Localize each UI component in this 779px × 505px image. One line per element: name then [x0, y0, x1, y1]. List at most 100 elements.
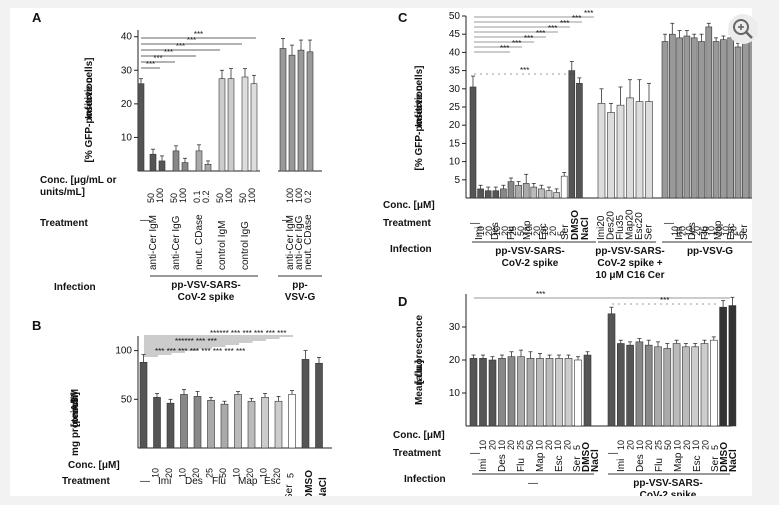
panel-c-conc-label: 20 — [677, 226, 687, 236]
panel-b-bar — [153, 397, 161, 449]
panel-c-significance: *** — [536, 29, 545, 38]
panel-d-conc-label: 10 — [691, 440, 701, 450]
panel-d-bar — [488, 359, 497, 427]
panel-d-bar — [635, 341, 644, 427]
panel-c-tick-label: 30 — [449, 84, 461, 95]
panel-c-treatment-label: Map — [522, 220, 533, 240]
panel-a-bar — [297, 49, 305, 172]
panel-b-conc-label: 20 — [272, 468, 282, 478]
panel-c-conc-label: 50 — [516, 226, 526, 236]
panel-c-bar — [749, 37, 756, 199]
panel-c-conc-label: 10 — [540, 226, 550, 236]
panel-d-treatment-label: DMSO — [719, 442, 730, 472]
panel-c-bar — [626, 97, 634, 199]
panel-c-treatment-dash: — — [470, 218, 480, 229]
panel-c-conc-label: 20 — [728, 226, 738, 236]
panel-a-conc-label: 50 — [146, 193, 156, 203]
panel-c-conc-label: 10 — [707, 226, 717, 236]
panel-a-conc-title: units/mL] — [40, 187, 85, 198]
panel-c-bar — [720, 39, 727, 199]
panel-a-bar — [250, 83, 258, 172]
panel-c-treatment-label: Imi — [674, 227, 685, 240]
panel-c-treatment-label: NaCl — [580, 217, 591, 240]
panel-c-treatment-title: Treatment — [383, 218, 431, 229]
panel-d-treatment-label: Ser — [572, 456, 583, 472]
panel-d-bar — [607, 313, 616, 427]
panel-d-bar — [654, 346, 662, 427]
panel-c-treatment-label: Des — [687, 222, 698, 240]
panel-d-infection-group-2: CoV-2 spike — [640, 490, 697, 496]
panel-b-treatment-title: Treatment — [62, 476, 110, 487]
panel-c-bar — [690, 37, 698, 199]
panel-c-tick-label: 5 — [454, 175, 460, 186]
panel-d-conc-label: 25 — [654, 440, 664, 450]
panel-c-conc-label: 5 — [556, 231, 566, 236]
panel-c-conc-label: 20 — [548, 226, 558, 236]
panel-d-conc-label: 10 — [534, 440, 544, 450]
panel-b-significance: *** *** *** *** *** *** *** *** — [155, 347, 245, 356]
panel-a-conc-label: 100 — [294, 188, 304, 203]
panel-a-treatment-label: neut. CDase — [303, 214, 314, 270]
panel-b-treatment-dash: — — [140, 476, 150, 487]
panel-label-c: C — [398, 10, 408, 25]
panel-d-conc-label: 10 — [635, 440, 645, 450]
panel-d-bar — [728, 305, 737, 427]
panel-d-bar — [564, 358, 573, 427]
panel-d-bar — [691, 346, 700, 427]
panel-d-bar — [555, 358, 563, 427]
panel-b-ylabel: [pmol/ — [70, 397, 81, 427]
panel-d-conc-title: Conc. [μM] — [393, 430, 445, 441]
panel-b-bar — [247, 400, 256, 449]
panel-c-bar — [492, 190, 500, 199]
panel-a-significance: *** — [194, 30, 203, 39]
panel-c-bar — [507, 181, 515, 199]
panel-d-bar — [517, 356, 525, 427]
panel-d-treatment-label: Imi — [616, 459, 627, 472]
panel-b-treatment-label: Esc — [264, 476, 281, 487]
panel-c-conc-label: 5 — [736, 231, 746, 236]
panel-d-bar — [700, 343, 709, 427]
panel-c-conc-label: 10 — [476, 226, 486, 236]
panel-d-conc-label: 20 — [506, 440, 516, 450]
panel-d-conc-label: 50 — [663, 440, 673, 450]
panel-c-tick-label: 10 — [449, 157, 461, 168]
panel-a-treatment-label: anti-Cer IgG — [171, 215, 182, 270]
panel-a-conc-label: 100 — [155, 188, 165, 203]
panel-b-conc-label: 25 — [205, 468, 215, 478]
panel-d-ylabel: [a.u.] — [414, 360, 425, 384]
panel-a-significance: *** — [153, 54, 162, 63]
panel-c-infection-title: Infection — [390, 244, 432, 255]
panel-c-bar — [515, 184, 522, 199]
panel-d-conc-label: 25 — [516, 440, 526, 450]
panel-d-treatment-label: Esc — [692, 455, 703, 472]
panel-c-conc-label: 20 — [714, 226, 724, 236]
panel-a-conc-label: 100 — [247, 188, 257, 203]
panel-d-treatment-label: Esc — [554, 455, 565, 472]
panel-c-significance: *** — [548, 24, 557, 33]
panel-c-treatment-label: DMSO — [570, 210, 581, 240]
panel-d-bar — [672, 343, 681, 427]
panel-a-significance: *** — [187, 36, 196, 45]
panel-d-treatment-label: Des — [497, 454, 508, 472]
panel-c-bar — [668, 33, 676, 199]
panel-c-tick-label: 45 — [449, 29, 461, 40]
panel-d-bar — [479, 358, 487, 427]
panel-a-treatment-label: anti-Cer IgM — [285, 215, 296, 270]
panel-c-treatment-label: Ser — [739, 224, 750, 240]
panel-b-bar — [180, 394, 188, 449]
panel-c-ylabel: [% GFP-positive cells] — [414, 65, 425, 170]
panel-d-conc-label: 20 — [644, 440, 654, 450]
panel-a-significance: *** — [176, 42, 185, 51]
panel-c-tick-label: 20 — [449, 120, 461, 131]
zoom-in-icon[interactable] — [728, 14, 758, 44]
panel-b-treatment-label: Des — [185, 476, 203, 487]
panel-d-bar — [498, 358, 506, 427]
panel-c-bar — [734, 46, 742, 199]
panel-c-treatment-label: Flu — [506, 226, 517, 240]
panel-c-significance: *** — [512, 39, 521, 48]
panel-d-treatment-label: Map — [535, 452, 546, 472]
panel-c-significance: *** — [524, 34, 533, 43]
panel-d-conc-label: 50 — [525, 440, 535, 450]
panel-c-infection-group-2: CoV-2 spike + — [597, 258, 662, 269]
